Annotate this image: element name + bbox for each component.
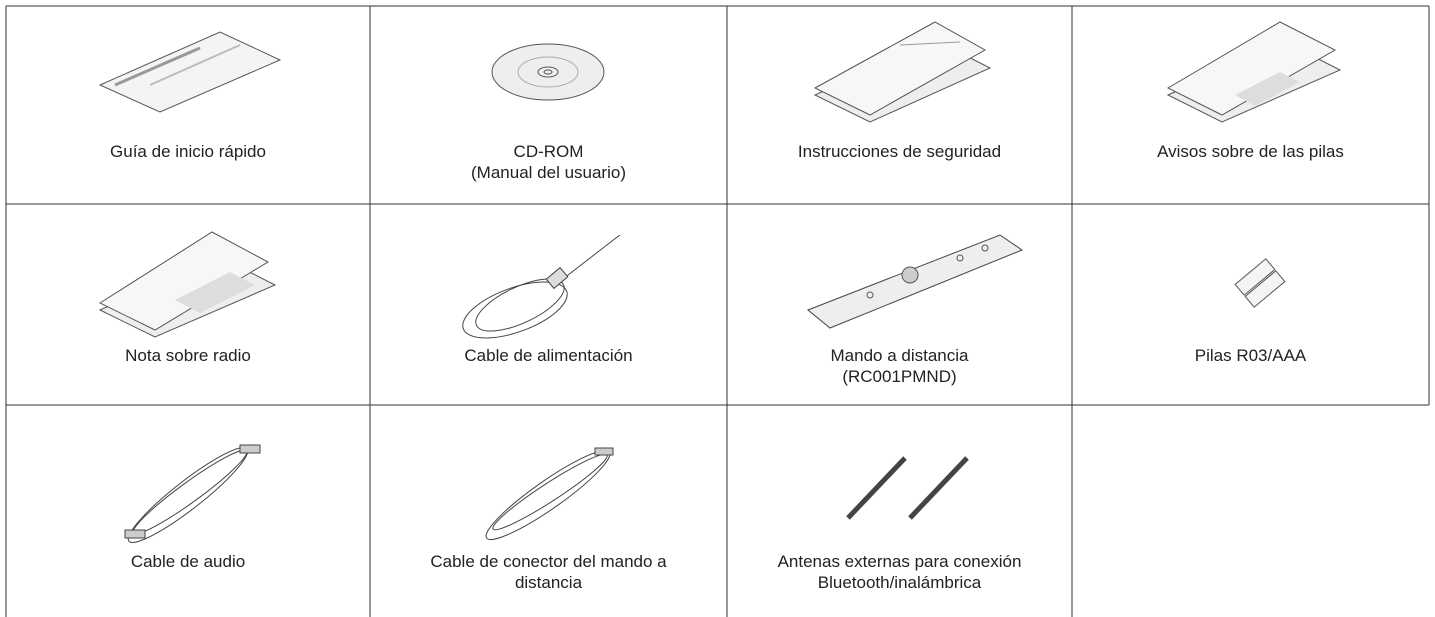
label-line: Avisos sobre de las pilas (1157, 142, 1344, 161)
label-line: Guía de inicio rápido (110, 142, 266, 161)
safety-booklet-icon (813, 21, 992, 123)
item-label: Pilas R03/AAA (1072, 345, 1429, 366)
label-line: Antenas externas para conexión (777, 552, 1022, 571)
item-label: Nota sobre radio (6, 345, 370, 366)
label-line: Bluetooth/inalámbrica (817, 573, 982, 592)
label-line: Mando a distancia (830, 346, 969, 365)
item-label: Mando a distancia (RC001PMND) (727, 345, 1072, 387)
label-line: distancia (514, 573, 583, 592)
item-label: Cable de conector del mando a distancia (370, 551, 727, 593)
remote-icon (807, 234, 1024, 329)
item-label: Avisos sobre de las pilas (1072, 141, 1429, 162)
table-lines (5, 5, 1430, 617)
item-label: Cable de audio (6, 551, 370, 572)
item-label: Cable de alimentación (370, 345, 727, 366)
label-line: Cable de conector del mando a (430, 552, 667, 571)
label-line: Cable de alimentación (464, 346, 633, 365)
power-cable-icon (462, 234, 621, 339)
cd-icon (491, 43, 605, 101)
label-line: Pilas R03/AAA (1194, 346, 1307, 365)
quick-guide-icon (98, 31, 282, 113)
battery-notice-icon (1166, 21, 1342, 123)
item-label: Antenas externas para conexión Bluetooth/… (727, 551, 1072, 593)
label-line: Cable de audio (130, 552, 246, 571)
radio-note-icon (98, 231, 277, 338)
label-line: (RC001PMND) (842, 367, 957, 386)
remote-connector-cable-icon (485, 447, 614, 541)
item-label: Instrucciones de seguridad (727, 141, 1072, 162)
audio-cable-icon (124, 444, 261, 543)
antennas-icon (846, 456, 969, 520)
label-line: CD-ROM (513, 142, 584, 161)
item-label: Guía de inicio rápido (6, 141, 370, 162)
label-line: (Manual del usuario) (471, 163, 626, 182)
item-label: CD-ROM (Manual del usuario) (370, 141, 727, 183)
batteries-icon (1234, 258, 1286, 308)
label-line: Nota sobre radio (125, 346, 251, 365)
label-line: Instrucciones de seguridad (797, 142, 1002, 161)
